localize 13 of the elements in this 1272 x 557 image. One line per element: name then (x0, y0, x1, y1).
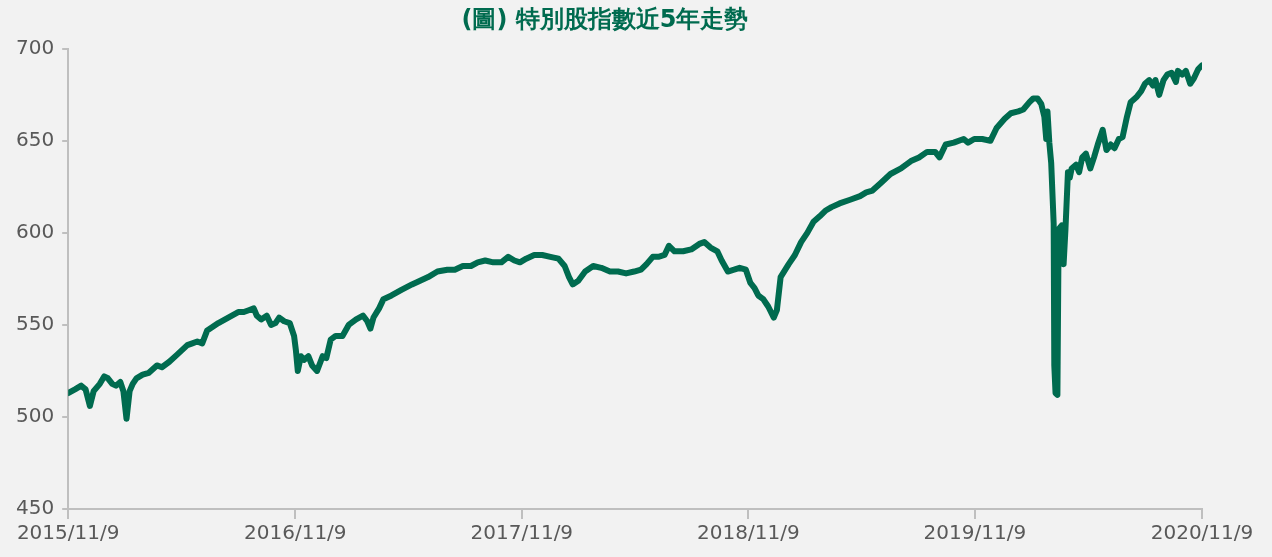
y-tick-label: 650 (15, 127, 55, 152)
y-tick-label: 550 (15, 311, 55, 336)
x-tick-label: 2019/11/9 (923, 520, 1027, 545)
x-tick-label: 2015/11/9 (16, 520, 120, 545)
y-tick-label: 500 (15, 403, 55, 428)
x-tick-label: 2016/11/9 (244, 520, 347, 545)
x-tick-label: 2017/11/9 (470, 520, 574, 545)
chart-title: (圖) 特別股指數近5年走勢 (461, 4, 749, 33)
x-tick-label: 2018/11/9 (697, 520, 800, 545)
x-tick-label: 2020/11/9 (1150, 520, 1254, 545)
y-tick-label: 700 (15, 35, 55, 59)
y-tick-label: 450 (15, 495, 55, 520)
y-tick-label: 600 (15, 219, 55, 244)
